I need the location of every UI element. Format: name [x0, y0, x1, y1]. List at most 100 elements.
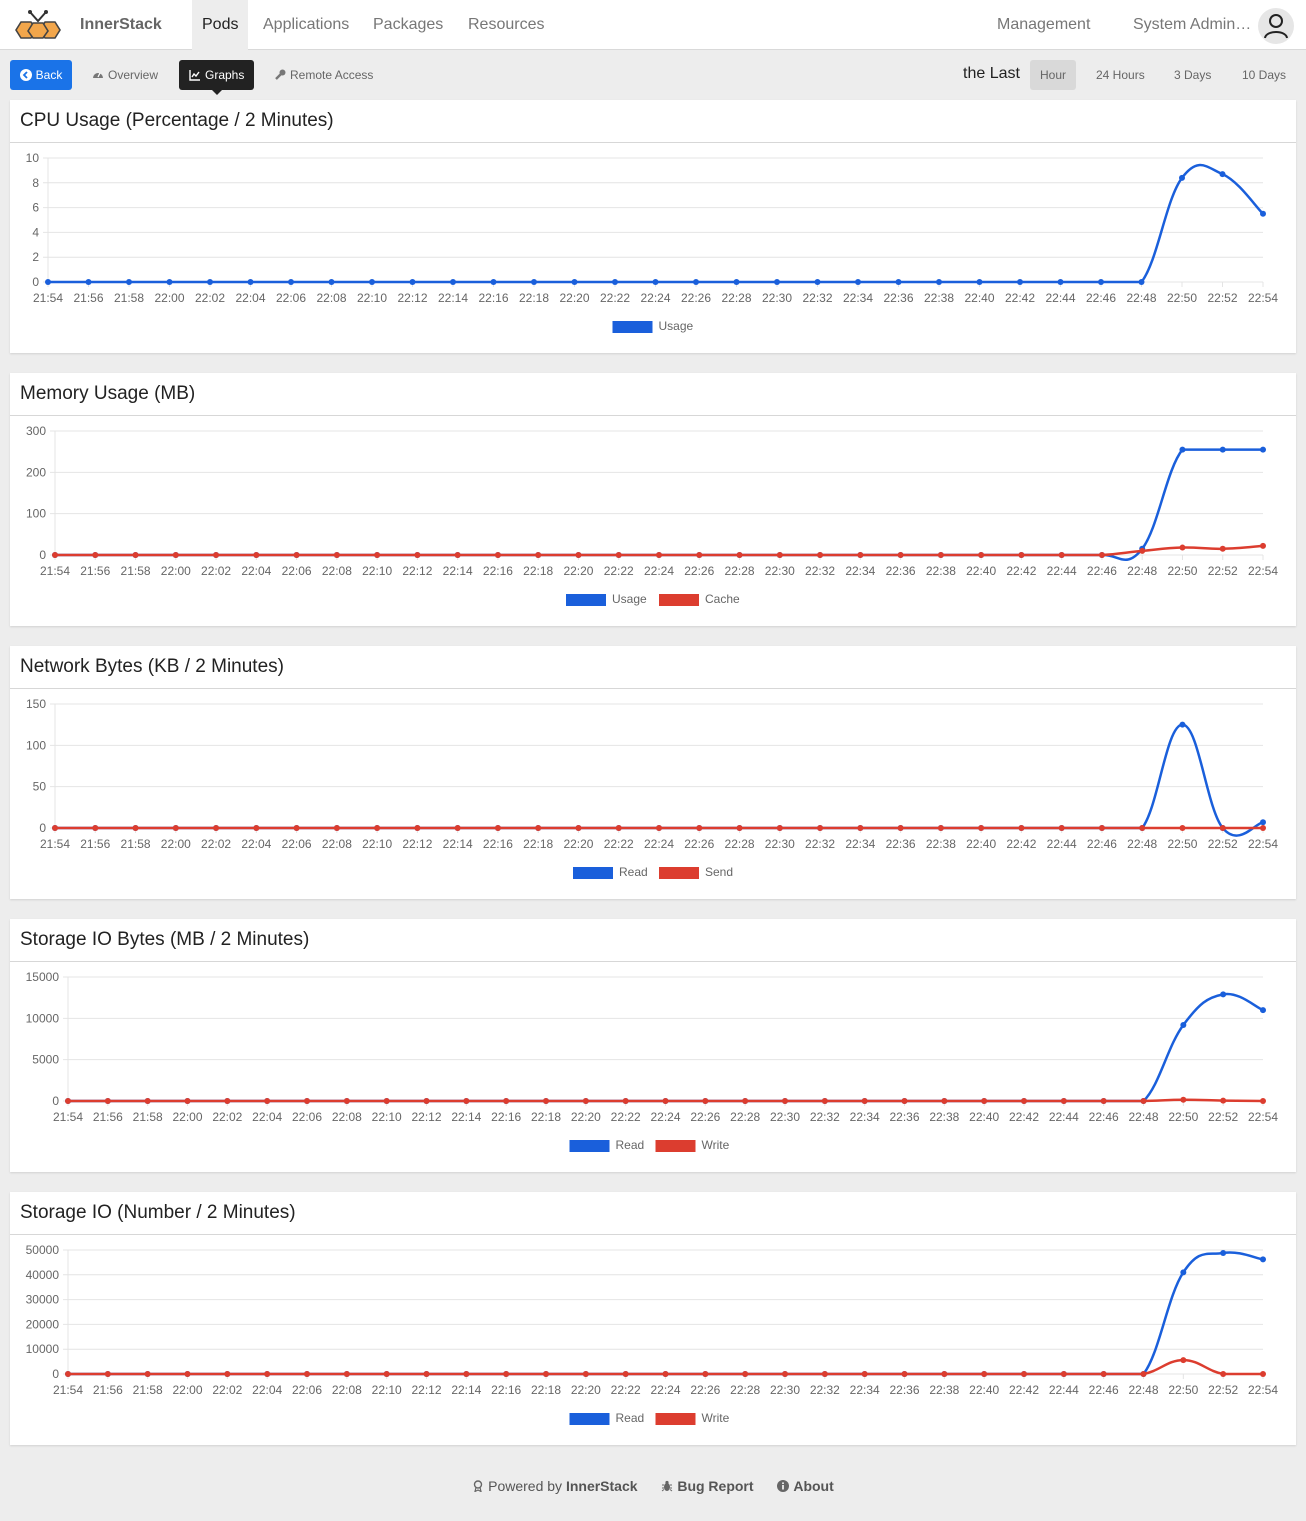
- x-tick-label: 22:08: [332, 1383, 362, 1397]
- x-tick-label: 22:54: [1248, 837, 1278, 851]
- nav-management[interactable]: Management: [997, 16, 1091, 33]
- data-point-usage: [1179, 174, 1185, 181]
- x-tick-label: 22:42: [1006, 564, 1036, 578]
- chart-icon: [189, 70, 200, 81]
- data-point-read: [1220, 991, 1227, 998]
- data-point-cache: [1219, 545, 1226, 552]
- user-menu[interactable]: System Admin…: [1133, 16, 1252, 33]
- bug-report-link[interactable]: Bug Report: [661, 1478, 757, 1494]
- user-avatar-icon[interactable]: [1258, 8, 1294, 44]
- x-tick-label: 22:16: [478, 291, 508, 305]
- x-tick-label: 22:50: [1167, 291, 1197, 305]
- data-point-cache: [615, 552, 622, 558]
- storage-io-bytes-chart: 0 5000 10000 15000 21:54 21:56 21:58 22:00 22:02…: [26, 970, 1278, 1152]
- tab-overview[interactable]: Overview: [82, 60, 168, 90]
- data-point-usage: [288, 279, 294, 285]
- x-tick-label: 22:28: [730, 1110, 760, 1124]
- series-line-read: [55, 723, 1264, 837]
- data-point-write: [343, 1371, 350, 1377]
- data-point-send: [213, 825, 220, 831]
- tab-remote-access[interactable]: Remote Access: [264, 60, 383, 90]
- range-10-days[interactable]: 10 Days: [1242, 68, 1287, 82]
- x-tick-label: 22:04: [252, 1383, 282, 1397]
- data-point-write: [622, 1371, 629, 1377]
- x-tick-label: 22:32: [805, 837, 835, 851]
- data-point-cache: [817, 552, 824, 558]
- data-point-cache: [736, 552, 743, 558]
- nav-applications[interactable]: Applications: [263, 16, 350, 33]
- data-point-cache: [132, 552, 139, 558]
- data-point-send: [1058, 825, 1065, 831]
- nav-packages[interactable]: Packages: [373, 16, 444, 33]
- x-tick-label: 22:26: [684, 564, 714, 578]
- x-tick-label: 22:46: [1089, 1110, 1119, 1124]
- x-tick-label: 22:30: [770, 1110, 800, 1124]
- powered-by-brand-link[interactable]: InnerStack: [565, 1478, 638, 1494]
- range-24-hours[interactable]: 24 Hours: [1096, 68, 1145, 82]
- tab-graphs[interactable]: Graphs: [179, 60, 255, 95]
- y-tick-label: 20000: [26, 1317, 60, 1331]
- y-tick-label: 40000: [26, 1268, 60, 1282]
- dashboard-icon: [93, 72, 103, 78]
- x-tick-label: 22:14: [451, 1110, 481, 1124]
- legend-swatch-write: [655, 1140, 696, 1152]
- legend-swatch-read: [569, 1413, 610, 1425]
- x-tick-label: 22:52: [1208, 564, 1238, 578]
- x-tick-label: 22:50: [1168, 1383, 1198, 1397]
- data-point-cache: [656, 552, 662, 558]
- data-point-send: [494, 825, 501, 831]
- panel-title: Storage IO Bytes (MB / 2 Minutes): [20, 929, 310, 950]
- x-tick-label: 21:54: [53, 1110, 83, 1124]
- x-tick-label: 22:34: [845, 837, 875, 851]
- data-point-write: [981, 1371, 988, 1377]
- data-point-send: [454, 825, 461, 831]
- data-point-send: [978, 825, 985, 831]
- x-tick-label: 21:56: [73, 291, 103, 305]
- data-point-cache: [213, 552, 220, 558]
- data-point-usage: [450, 279, 456, 285]
- data-point-write: [304, 1371, 310, 1377]
- x-tick-label: 22:20: [571, 1110, 601, 1124]
- x-tick-label: 22:38: [929, 1110, 959, 1124]
- x-tick-label: 22:12: [402, 837, 432, 851]
- x-tick-label: 22:48: [1128, 1110, 1158, 1124]
- data-point-write: [901, 1098, 908, 1104]
- x-tick-label: 22:08: [332, 1110, 362, 1124]
- x-tick-label: 22:20: [571, 1383, 601, 1397]
- data-point-usage: [855, 279, 861, 285]
- x-tick-label: 22:18: [523, 837, 553, 851]
- y-tick-label: 300: [26, 424, 46, 438]
- x-tick-label: 22:06: [282, 837, 312, 851]
- data-point-write: [543, 1371, 549, 1377]
- y-tick-label: 150: [26, 697, 46, 711]
- x-tick-label: 22:36: [889, 1383, 919, 1397]
- data-point-write: [264, 1098, 271, 1104]
- x-tick-label: 22:16: [483, 564, 513, 578]
- x-tick-label: 22:14: [443, 837, 473, 851]
- storage-io-number-chart: 0 10000 20000 30000 40000 50000 21:54 21:56 21:5…: [26, 1243, 1278, 1425]
- x-tick-label: 22:28: [721, 291, 751, 305]
- x-tick-label: 22:26: [690, 1110, 720, 1124]
- x-tick-label: 22:22: [600, 291, 630, 305]
- panel-divider: [10, 1234, 1296, 1235]
- x-tick-label: 22:38: [926, 837, 956, 851]
- data-point-usage: [1017, 279, 1023, 285]
- x-tick-label: 22:24: [644, 564, 674, 578]
- about-link[interactable]: About: [777, 1478, 834, 1494]
- innerstack-logo[interactable]: [12, 8, 64, 46]
- arrow-left-circle-icon: [19, 69, 32, 81]
- data-point-write: [1220, 1097, 1227, 1104]
- brand-name[interactable]: InnerStack: [80, 16, 162, 33]
- y-tick-label: 0: [52, 1367, 59, 1381]
- x-tick-label: 22:36: [886, 564, 916, 578]
- data-point-cache: [1260, 542, 1266, 549]
- cpu-usage-chart: 0 2 4 6 8 10 21:54 21:56 21:58 22:00 22:02 22:04 22:…: [26, 151, 1278, 333]
- back-button[interactable]: Back: [10, 60, 72, 90]
- nav-pods[interactable]: Pods: [192, 0, 249, 50]
- data-point-read: [1260, 819, 1266, 826]
- range-hour[interactable]: Hour: [1030, 60, 1077, 90]
- nav-resources[interactable]: Resources: [468, 16, 545, 33]
- legend-swatch-cache: [659, 594, 699, 606]
- range-3-days[interactable]: 3 Days: [1174, 68, 1212, 82]
- x-tick-label: 22:32: [810, 1110, 840, 1124]
